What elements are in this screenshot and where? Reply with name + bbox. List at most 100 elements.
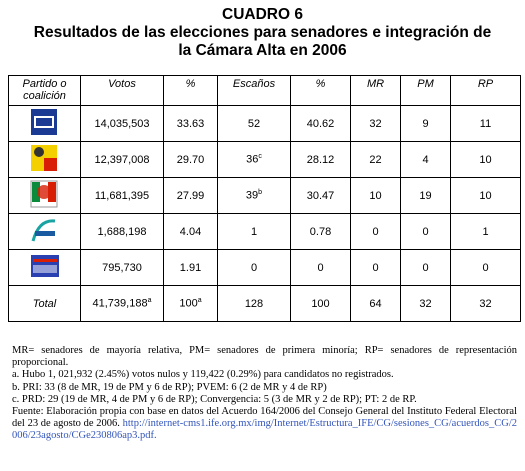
column-header: MR <box>350 75 401 106</box>
footnote-mark: b <box>258 189 263 197</box>
cell-text: 0 <box>372 261 379 274</box>
value-cell: 22 <box>350 141 401 178</box>
party-logo <box>30 145 57 171</box>
value-cell: 1 <box>217 213 291 250</box>
value-cell: 32 <box>450 285 521 322</box>
value-cell: 0 <box>217 249 291 286</box>
cell-text: 10 <box>479 189 492 202</box>
cell-text: 128 <box>244 297 264 310</box>
party-cell <box>8 177 81 214</box>
cell-text: 100 <box>311 297 330 310</box>
cell-text: 52 <box>247 117 261 130</box>
footnote-mark: c <box>258 153 262 161</box>
value-cell: 32 <box>350 105 401 142</box>
cell-text: 1.91 <box>179 261 202 274</box>
table-row: 11,681,395 27.99 39b 30.47 10 19 10 <box>8 177 521 214</box>
cell-text: 10 <box>369 189 382 202</box>
value-cell: 11,681,395 <box>80 177 164 214</box>
cell-text: 100 <box>179 297 198 310</box>
cell-text: 29.70 <box>176 153 205 166</box>
value-cell: 100 <box>290 285 351 322</box>
subtitle: Resultados de las elecciones para senado… <box>33 24 492 59</box>
value-cell: 32 <box>400 285 451 322</box>
table-row: 1,688,198 4.04 1 0.78 0 0 1 <box>8 213 521 250</box>
cell-text: 10 <box>479 153 492 166</box>
value-cell: 12,397,008 <box>80 141 164 178</box>
heading: CUADRO 6 Resultados de las elecciones pa… <box>0 6 525 60</box>
cell-text: 28.12 <box>306 153 335 166</box>
cell-text: 32 <box>369 117 382 130</box>
cell-text: 27.99 <box>176 189 205 202</box>
value-cell: 9 <box>400 105 451 142</box>
party-logo <box>31 219 55 242</box>
party-cell: Total <box>8 285 81 322</box>
value-cell: 27.99 <box>163 177 218 214</box>
cell-text: 14,035,503 <box>94 117 150 130</box>
cell-text: 0 <box>482 261 489 274</box>
value-cell: 30.47 <box>290 177 351 214</box>
value-cell: 10 <box>450 177 521 214</box>
source: Fuente: Elaboración propia con base en d… <box>12 406 517 443</box>
value-cell: 14,035,503 <box>80 105 164 142</box>
value-cell: 11 <box>450 105 521 142</box>
cell-text: 22 <box>369 153 382 166</box>
value-cell: 128 <box>217 285 291 322</box>
value-cell: 33.63 <box>163 105 218 142</box>
party-logo <box>30 180 57 208</box>
cell-text: 4.04 <box>179 225 202 238</box>
cell-text: 9 <box>422 117 429 130</box>
note: b. PRI: 33 (8 de MR, 19 de PM y 6 de RP)… <box>12 381 327 393</box>
value-cell: 4.04 <box>163 213 218 250</box>
value-cell: 1.91 <box>163 249 218 286</box>
value-cell: 0 <box>350 213 401 250</box>
party-cell <box>8 105 81 142</box>
table-row: Total 41,739,188a 100a 128 100 64 32 32 <box>8 285 521 322</box>
notes: MR= senadores de mayoría relativa, PM= s… <box>12 345 517 443</box>
cell-text: 0 <box>422 225 429 238</box>
value-cell: 19 <box>400 177 451 214</box>
value-cell: 0 <box>290 249 351 286</box>
cell-text: 4 <box>422 153 429 166</box>
table-row: 795,730 1.91 0 0 0 0 0 <box>8 249 521 286</box>
cell-text: 30.47 <box>306 189 335 202</box>
cell-text: 12,397,008 <box>94 153 150 166</box>
party-logo <box>30 109 57 135</box>
cell-text: Total <box>32 297 57 310</box>
value-cell: 795,730 <box>80 249 164 286</box>
value-cell: 39b <box>217 177 291 214</box>
note: MR= senadores de mayoría relativa, PM= s… <box>12 345 517 369</box>
value-cell: 40.62 <box>290 105 351 142</box>
column-header: RP <box>450 75 521 106</box>
column-header: Votos <box>80 75 164 106</box>
cell-text: 0.78 <box>309 225 332 238</box>
cell-text: 11 <box>479 117 492 130</box>
cell-text: 19 <box>419 189 432 202</box>
party-cell <box>8 141 81 178</box>
value-cell: 0.78 <box>290 213 351 250</box>
cell-text: 795,730 <box>102 261 142 274</box>
cell-text: 0 <box>372 225 379 238</box>
cell-text: 32 <box>419 297 432 310</box>
column-header: % <box>163 75 218 106</box>
cell-text: 1,688,198 <box>97 225 147 238</box>
cell-text: 0 <box>422 261 429 274</box>
value-cell: 41,739,188a <box>80 285 164 322</box>
column-header: Partido o coalición <box>8 75 81 106</box>
value-cell: 0 <box>400 213 451 250</box>
source-url: http://internet-cms1.ife.org.mx/img/Inte… <box>12 418 518 442</box>
value-cell: 0 <box>400 249 451 286</box>
value-cell: 64 <box>350 285 401 322</box>
cell-text: 36 <box>246 153 259 166</box>
cell-text: 39 <box>245 189 259 202</box>
value-cell: 4 <box>400 141 451 178</box>
column-header: PM <box>400 75 451 106</box>
table-row: 14,035,503 33.63 52 40.62 32 9 11 <box>8 105 521 142</box>
header-row: Partido o coalición Votos% Escaños% MR PM RP <box>8 75 521 106</box>
cell-text: 40.62 <box>306 117 335 130</box>
column-header: Escaños <box>217 75 291 106</box>
value-cell: 36c <box>217 141 291 178</box>
note: c. PRD: 29 (19 de MR, 4 de PM y 6 de RP)… <box>12 393 417 405</box>
value-cell: 1,688,198 <box>80 213 164 250</box>
table-row: 12,397,008 29.70 36c 28.12 22 4 10 <box>8 141 521 178</box>
